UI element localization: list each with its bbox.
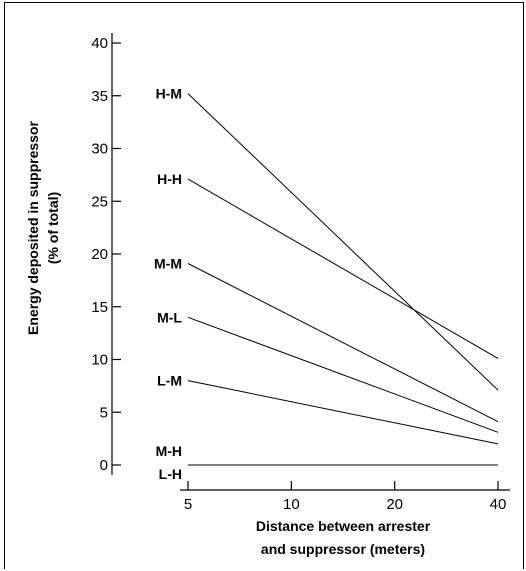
y-tick-label: 25 bbox=[91, 193, 108, 210]
y-tick-label: 0 bbox=[100, 457, 108, 474]
x-tick-label: 5 bbox=[184, 496, 192, 513]
series-label-m-h: M-H bbox=[156, 443, 182, 459]
x-axis-title-line-1: Distance between arrester bbox=[256, 518, 431, 534]
x-axis-title-line-2: and suppressor (meters) bbox=[261, 541, 425, 557]
y-tick-label: 35 bbox=[91, 88, 108, 105]
series-label-h-m: H-M bbox=[156, 86, 182, 102]
series-label-l-h: L-H bbox=[159, 466, 182, 482]
series-label-m-m: M-M bbox=[154, 255, 182, 271]
y-axis-title-line-1: Energy deposited in suppressor bbox=[25, 120, 41, 334]
figure-frame bbox=[4, 2, 524, 569]
x-tick-label: 20 bbox=[386, 496, 403, 513]
y-tick-label: 40 bbox=[91, 35, 108, 52]
axis-titles: Distance between arrester and suppressor … bbox=[25, 120, 431, 557]
y-tick-label: 5 bbox=[100, 404, 108, 421]
series-line-h-m bbox=[187, 93, 499, 391]
y-tick-label: 10 bbox=[91, 352, 108, 369]
y-tick-label: 30 bbox=[91, 141, 108, 158]
y-tick-label: 20 bbox=[91, 246, 108, 263]
series-labels: H-M H-H M-M M-L L-M M-H L-H bbox=[154, 86, 182, 482]
series-line-l-m bbox=[187, 380, 499, 445]
series-label-m-l: M-L bbox=[157, 309, 182, 325]
series-lines bbox=[187, 93, 499, 466]
x-tick-label: 10 bbox=[283, 496, 300, 513]
series-line-m-l bbox=[187, 316, 499, 433]
y-tick-label: 15 bbox=[91, 299, 108, 316]
x-tick-label: 40 bbox=[490, 496, 507, 513]
y-axis-title-line-2: (% of total) bbox=[45, 192, 61, 264]
series-label-h-h: H-H bbox=[157, 171, 182, 187]
series-label-l-m: L-M bbox=[157, 373, 182, 389]
series-line-h-h bbox=[187, 178, 499, 359]
series-line-m-m bbox=[187, 263, 499, 423]
axes: 0 5 10 15 20 25 30 35 40 5 10 20 40 bbox=[91, 33, 510, 513]
